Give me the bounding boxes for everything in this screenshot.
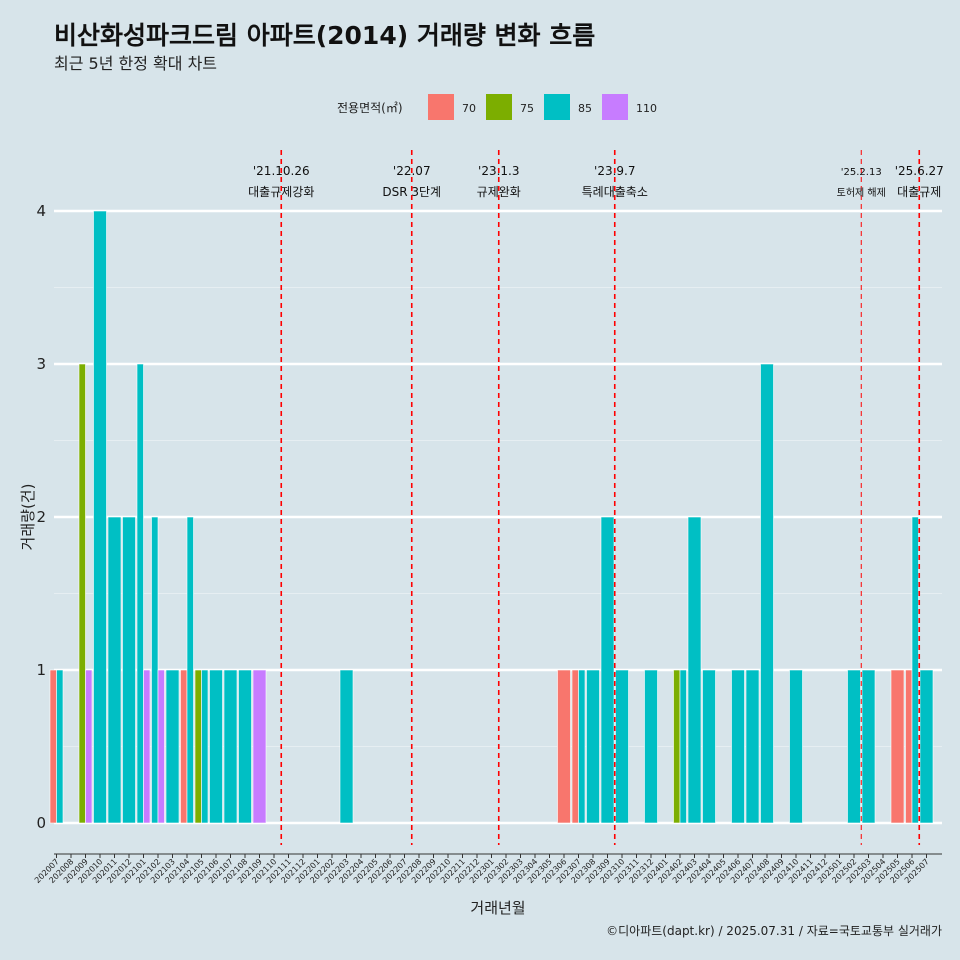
event-label-2: 규제완화 (477, 185, 521, 199)
bar-202104-70 (180, 669, 188, 824)
y-tick-label-0: 0 (36, 814, 46, 832)
event-lines: '21.10.26 대출규제강화 '22.07 DSR 3단계 '23.1.3 규제완화 '… (248, 150, 944, 845)
x-axis-title: 거래년월 (470, 899, 525, 917)
bar-202505-70 (890, 669, 905, 824)
legend-swatch-85 (544, 94, 570, 120)
event-label-3: 특례대출축소 (582, 185, 648, 199)
x-axis: 2020072020082020092020102020112020122021… (33, 853, 942, 885)
bar-202404-85 (702, 669, 716, 824)
legend-swatch-75 (486, 94, 512, 120)
bar-202402-85 (679, 669, 687, 824)
bar-202312-85 (644, 669, 658, 824)
event-date-3: '23.9.7 (594, 164, 635, 178)
event-date-5: '25.6.27 (895, 164, 944, 178)
bar-202307-70 (571, 669, 579, 824)
bar-202105-85 (201, 669, 209, 824)
bar-202009-75 (78, 363, 86, 824)
bar-202503-85 (861, 669, 876, 824)
bars (49, 210, 934, 824)
bar-202408-85 (760, 363, 774, 824)
event-date-2: '23.1.3 (478, 164, 519, 178)
bar-202502-85 (847, 669, 861, 824)
bar-202406-85 (731, 669, 745, 824)
bar-202310-85 (615, 669, 629, 824)
chart-subtitle: 최근 5년 한정 확대 차트 (54, 54, 217, 73)
event-date-4: '25.2.13 (841, 167, 882, 178)
bar-202507-85 (919, 669, 934, 824)
legend-title: 전용면적(㎡) (337, 101, 403, 115)
legend-label-110: 110 (636, 102, 657, 115)
legend: 전용면적(㎡) 70 75 85 110 (337, 94, 657, 120)
bar-202101-85 (136, 363, 144, 824)
bar-202009-110 (85, 669, 93, 824)
bar-202506-70 (905, 669, 913, 824)
bar-202109-110 (252, 669, 267, 824)
bar-202007-85 (56, 669, 64, 824)
legend-label-85: 85 (578, 102, 592, 115)
bar-202105-75 (194, 669, 202, 824)
y-axis-title: 거래량(건) (19, 484, 37, 551)
bar-202101-110 (143, 669, 151, 824)
bar-202108-85 (238, 669, 252, 824)
bar-202106-85 (209, 669, 223, 824)
y-axis: 0 1 2 3 4 (36, 202, 46, 832)
bar-202203-85 (339, 669, 354, 824)
bar-202308-85 (586, 669, 600, 824)
y-tick-label-4: 4 (36, 202, 46, 220)
event-date-1: '22.07 (393, 164, 431, 178)
bar-202306-70 (557, 669, 571, 824)
bar-202107-85 (223, 669, 238, 824)
event-label-5: 대출규제 (897, 185, 941, 199)
chart-title: 비산화성파크드림 아파트(2014) 거래량 변화 흐름 (54, 21, 595, 50)
y-tick-label-2: 2 (36, 508, 46, 526)
bar-202104-85 (186, 516, 194, 824)
event-label-0: 대출규제강화 (248, 185, 314, 199)
bar-202309-85 (600, 516, 615, 824)
legend-swatch-110 (602, 94, 628, 120)
bar-202011-85 (107, 516, 122, 824)
legend-label-75: 75 (520, 102, 534, 115)
bar-202102-85 (151, 516, 159, 824)
event-date-0: '21.10.26 (253, 164, 310, 178)
bar-202010-85 (93, 210, 107, 824)
caption: ©디아파트(dapt.kr) / 2025.07.31 / 자료=국토교통부 실… (606, 924, 942, 938)
bar-202007-70 (49, 669, 57, 824)
bar-202506-85 (911, 516, 919, 824)
bar-202012-85 (122, 516, 136, 824)
event-label-4: 토허제 해제 (837, 186, 886, 199)
legend-swatch-70 (428, 94, 454, 120)
bar-202307-85 (578, 669, 586, 824)
bar-202402-75 (673, 669, 681, 824)
bar-202407-85 (745, 669, 760, 824)
y-tick-label-1: 1 (36, 661, 46, 679)
bar-202403-85 (687, 516, 702, 824)
bar-202410-85 (789, 669, 803, 824)
legend-label-70: 70 (462, 102, 476, 115)
bar-202102-110 (157, 669, 165, 824)
event-label-1: DSR 3단계 (382, 185, 441, 199)
y-tick-label-3: 3 (36, 355, 46, 373)
bar-202103-85 (165, 669, 180, 824)
